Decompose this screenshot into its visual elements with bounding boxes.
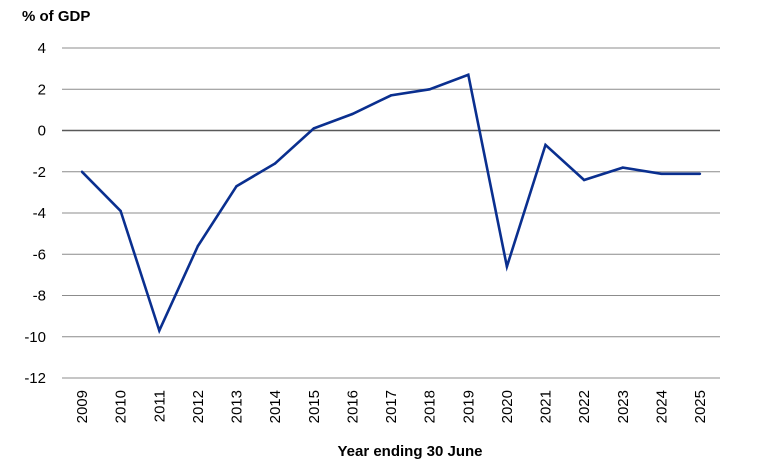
x-tick-label: 2012 (190, 390, 207, 423)
x-tick-label: 2019 (460, 390, 477, 423)
y-tick-label: -2 (33, 164, 46, 181)
data-point (505, 265, 509, 268)
y-tick-label: 4 (38, 40, 46, 57)
x-tick-label: 2025 (692, 390, 709, 423)
data-point (428, 88, 431, 91)
data-point (119, 209, 122, 213)
series-layer (80, 73, 702, 335)
y-tick-label: -4 (33, 205, 46, 222)
y-tick-label: 0 (38, 123, 46, 140)
data-point (621, 166, 624, 169)
y-tick-label: -10 (24, 329, 46, 346)
y-tick-label: -6 (33, 246, 46, 263)
data-point (196, 244, 200, 248)
data-point (235, 184, 238, 188)
x-tick-label: 2009 (74, 390, 91, 423)
x-tick-label: 2011 (151, 390, 168, 422)
x-tick-label: 2023 (615, 390, 632, 423)
data-point (467, 73, 470, 77)
x-tick-label: 2022 (576, 390, 593, 423)
y-tick-label: 2 (38, 81, 46, 98)
y-tick-label: -12 (24, 370, 46, 387)
x-tick-label: 2015 (306, 390, 323, 423)
y-tick-labels: 4 2 0 -2 -4 -6 -8 -10 -12 (24, 40, 46, 387)
x-tick-labels: 2009 2010 2011 2012 2013 2014 2015 2016 2017 2018… (74, 390, 709, 423)
y-tick-label: -8 (33, 288, 46, 305)
data-point (158, 329, 161, 332)
x-axis-title: Year ending 30 June (337, 443, 482, 460)
x-tick-label: 2014 (267, 390, 284, 423)
data-point (80, 170, 84, 173)
data-point (351, 112, 354, 116)
series-line (81, 73, 700, 335)
x-tick-label: 2020 (499, 390, 516, 423)
data-point (389, 94, 393, 97)
x-tick-label: 2010 (113, 390, 130, 423)
data-point (273, 162, 277, 165)
data-point (582, 178, 586, 182)
data-point (312, 127, 315, 130)
gridlines (62, 47, 720, 379)
y-axis-unit-label: % of GDP (22, 8, 90, 25)
x-tick-label: 2018 (422, 390, 439, 423)
x-tick-label: 2013 (229, 390, 246, 423)
data-point (660, 172, 663, 176)
x-tick-label: 2017 (383, 390, 400, 423)
x-tick-label: 2016 (344, 390, 361, 423)
x-tick-label: 2024 (653, 390, 670, 423)
data-point (544, 143, 547, 147)
x-tick-label: 2021 (538, 390, 555, 423)
data-point (698, 172, 702, 176)
